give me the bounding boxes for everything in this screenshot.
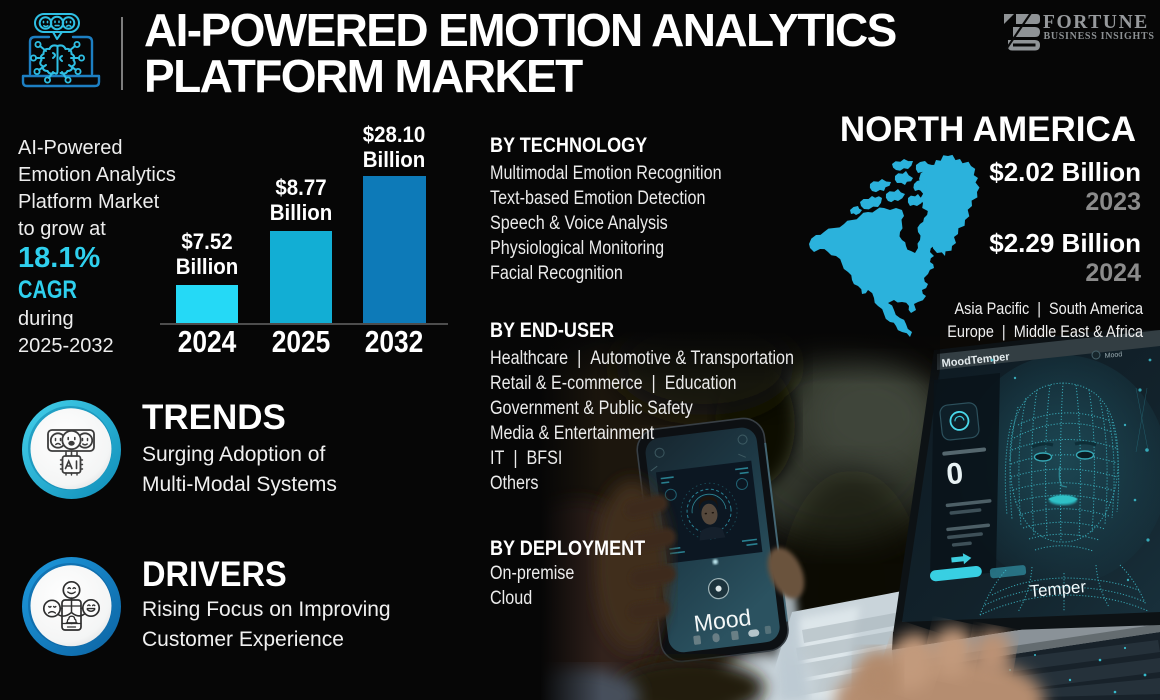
svg-text:FORTUNE: FORTUNE [1043,12,1149,33]
svg-text:Mood: Mood [1104,351,1122,360]
svg-text:Temper: Temper [1029,577,1087,601]
svg-text:BUSINESS INSIGHTS: BUSINESS INSIGHTS [1044,31,1155,42]
svg-text:0: 0 [945,457,965,492]
